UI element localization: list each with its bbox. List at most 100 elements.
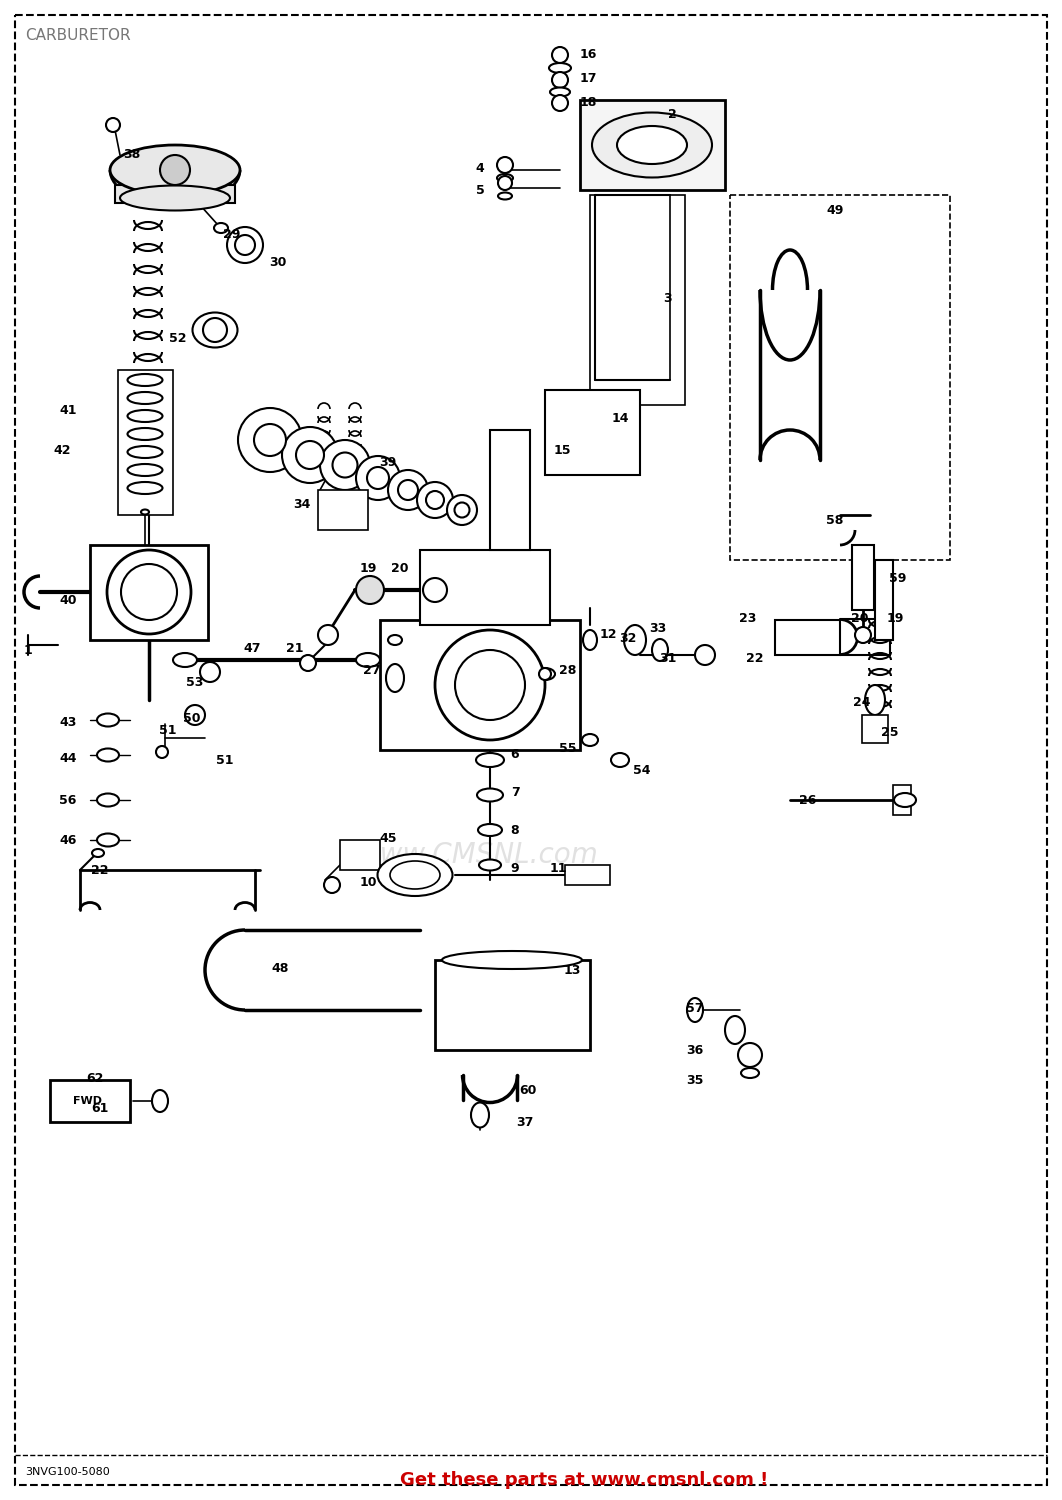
Text: 4: 4 — [476, 162, 484, 174]
Circle shape — [299, 656, 316, 670]
Text: 32: 32 — [619, 632, 637, 645]
Circle shape — [367, 466, 389, 489]
Ellipse shape — [127, 482, 162, 494]
Bar — [419, 550, 550, 626]
Text: 9: 9 — [511, 861, 519, 874]
Text: 12: 12 — [599, 628, 617, 642]
Ellipse shape — [215, 224, 228, 232]
Circle shape — [318, 626, 338, 645]
Ellipse shape — [377, 853, 452, 895]
Text: 16: 16 — [579, 48, 597, 62]
Circle shape — [238, 408, 302, 472]
Text: 54: 54 — [633, 764, 651, 777]
Ellipse shape — [127, 446, 162, 458]
Ellipse shape — [498, 192, 512, 200]
Ellipse shape — [550, 87, 570, 96]
Bar — [893, 784, 911, 814]
Text: 19: 19 — [359, 561, 377, 574]
Text: 29: 29 — [223, 228, 241, 242]
Bar — [435, 960, 590, 1050]
Text: 15: 15 — [553, 444, 570, 456]
Ellipse shape — [535, 668, 555, 680]
Ellipse shape — [582, 734, 598, 746]
Ellipse shape — [127, 427, 162, 439]
Text: 61: 61 — [91, 1101, 108, 1114]
Ellipse shape — [442, 951, 582, 969]
Text: 62: 62 — [86, 1071, 104, 1084]
Circle shape — [417, 482, 453, 518]
Text: 2: 2 — [668, 108, 676, 122]
Text: 33: 33 — [649, 621, 667, 634]
Circle shape — [156, 746, 168, 758]
Ellipse shape — [192, 312, 238, 348]
Text: 47: 47 — [243, 642, 261, 654]
Ellipse shape — [687, 998, 703, 1022]
Text: 36: 36 — [686, 1044, 704, 1056]
Text: 45: 45 — [379, 831, 397, 844]
Circle shape — [160, 154, 190, 184]
Bar — [340, 840, 380, 870]
Ellipse shape — [894, 794, 917, 807]
Ellipse shape — [127, 392, 162, 404]
Text: 30: 30 — [270, 255, 287, 268]
Text: 11: 11 — [549, 861, 567, 874]
Text: 41: 41 — [59, 404, 76, 417]
Bar — [775, 620, 840, 656]
Text: 39: 39 — [379, 456, 396, 468]
Text: 37: 37 — [516, 1116, 534, 1128]
Text: 51: 51 — [159, 723, 176, 736]
Ellipse shape — [592, 112, 712, 177]
Circle shape — [855, 627, 871, 644]
Ellipse shape — [97, 748, 119, 762]
Bar — [852, 544, 874, 610]
Ellipse shape — [127, 410, 162, 422]
Text: 10: 10 — [359, 876, 377, 888]
Text: 42: 42 — [53, 444, 71, 456]
Text: www.CMSNL.com: www.CMSNL.com — [358, 842, 598, 868]
Circle shape — [203, 318, 227, 342]
Text: 21: 21 — [287, 642, 304, 654]
Text: 52: 52 — [169, 332, 187, 345]
Text: 20: 20 — [391, 561, 409, 574]
Ellipse shape — [127, 374, 162, 386]
Text: 6: 6 — [511, 748, 519, 762]
Text: Get these parts at www.cmsnl.com !: Get these parts at www.cmsnl.com ! — [400, 1472, 768, 1490]
Circle shape — [107, 550, 191, 634]
Ellipse shape — [356, 652, 380, 668]
Text: 28: 28 — [560, 663, 577, 676]
Text: 22: 22 — [747, 651, 764, 664]
Ellipse shape — [97, 834, 119, 846]
Text: CARBURETOR: CARBURETOR — [25, 28, 131, 44]
Circle shape — [398, 480, 418, 500]
Ellipse shape — [725, 1016, 746, 1044]
Text: 8: 8 — [511, 824, 519, 837]
Ellipse shape — [92, 849, 104, 856]
Bar — [862, 716, 888, 742]
Text: 56: 56 — [59, 794, 76, 807]
Ellipse shape — [120, 186, 230, 210]
Ellipse shape — [127, 464, 162, 476]
Ellipse shape — [497, 174, 513, 182]
Ellipse shape — [617, 126, 687, 164]
Ellipse shape — [141, 510, 149, 515]
Text: 13: 13 — [563, 963, 581, 976]
Ellipse shape — [479, 859, 501, 870]
Bar — [115, 184, 235, 202]
Circle shape — [185, 705, 205, 724]
Text: 26: 26 — [800, 794, 817, 807]
Bar — [565, 865, 610, 885]
Circle shape — [552, 72, 568, 88]
Text: 14: 14 — [612, 411, 629, 424]
Bar — [490, 430, 530, 550]
Text: 5: 5 — [476, 183, 484, 196]
Circle shape — [106, 118, 120, 132]
Circle shape — [426, 490, 444, 508]
Text: 20: 20 — [852, 612, 869, 624]
Text: 40: 40 — [59, 594, 76, 606]
Bar — [90, 544, 208, 640]
Text: 58: 58 — [826, 513, 843, 526]
Text: 17: 17 — [579, 72, 597, 84]
Circle shape — [552, 46, 568, 63]
Circle shape — [296, 441, 324, 470]
Text: 38: 38 — [123, 148, 140, 162]
